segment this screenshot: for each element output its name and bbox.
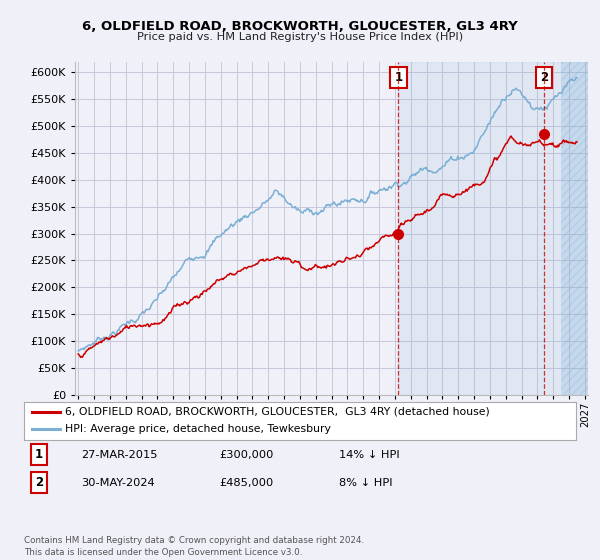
Text: 1: 1 — [394, 71, 403, 84]
Text: 30-MAY-2024: 30-MAY-2024 — [81, 478, 155, 488]
Bar — [561, 62, 588, 395]
Text: 2: 2 — [35, 476, 43, 489]
Text: Contains HM Land Registry data © Crown copyright and database right 2024.
This d: Contains HM Land Registry data © Crown c… — [24, 536, 364, 557]
Text: 14% ↓ HPI: 14% ↓ HPI — [339, 450, 400, 460]
Text: 6, OLDFIELD ROAD, BROCKWORTH, GLOUCESTER, GL3 4RY: 6, OLDFIELD ROAD, BROCKWORTH, GLOUCESTER… — [82, 20, 518, 32]
Text: 8% ↓ HPI: 8% ↓ HPI — [339, 478, 392, 488]
Text: £485,000: £485,000 — [219, 478, 273, 488]
Bar — [398, 62, 588, 395]
Text: 6, OLDFIELD ROAD, BROCKWORTH, GLOUCESTER,  GL3 4RY (detached house): 6, OLDFIELD ROAD, BROCKWORTH, GLOUCESTER… — [65, 407, 490, 417]
Text: 2: 2 — [540, 71, 548, 84]
Text: HPI: Average price, detached house, Tewkesbury: HPI: Average price, detached house, Tewk… — [65, 424, 331, 435]
Text: Price paid vs. HM Land Registry's House Price Index (HPI): Price paid vs. HM Land Registry's House … — [137, 32, 463, 43]
Text: £300,000: £300,000 — [219, 450, 274, 460]
Text: 27-MAR-2015: 27-MAR-2015 — [81, 450, 157, 460]
Text: 1: 1 — [35, 448, 43, 461]
